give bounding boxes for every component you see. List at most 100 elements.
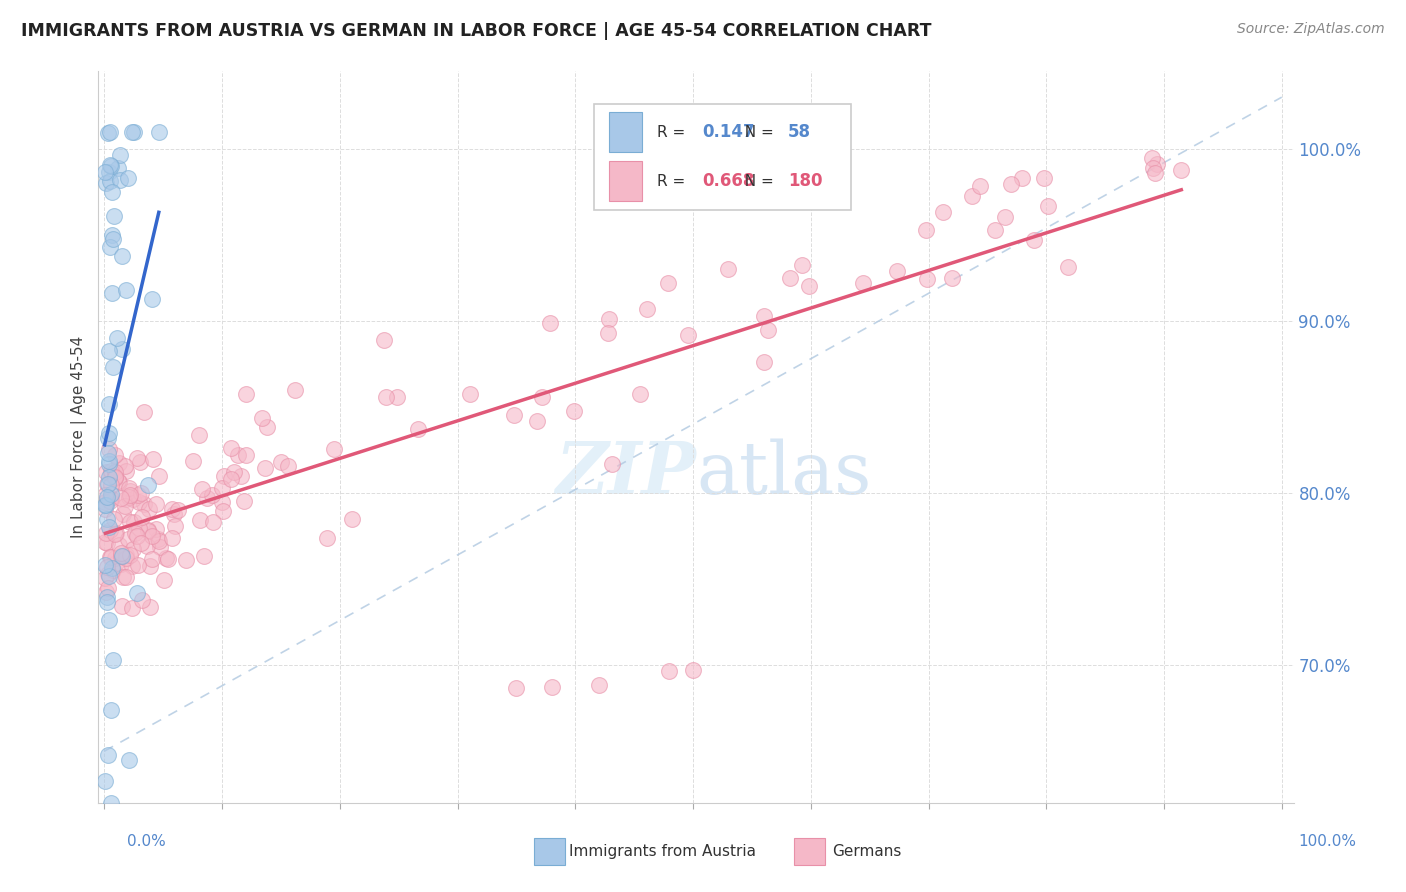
Point	[96, 477, 118, 491]
Point	[138, 478, 160, 492]
Point	[148, 125, 170, 139]
Point	[100, 797, 122, 811]
Point	[97, 454, 120, 468]
Point	[212, 469, 235, 483]
Point	[103, 653, 125, 667]
Point	[100, 550, 122, 565]
Point	[145, 522, 167, 536]
Point	[148, 468, 170, 483]
Point	[96, 465, 118, 479]
Point	[96, 591, 118, 605]
Point	[886, 264, 908, 278]
Point	[117, 753, 139, 767]
Point	[134, 404, 156, 418]
Point	[658, 664, 681, 678]
Point	[101, 232, 124, 246]
Point	[101, 563, 124, 577]
Point	[181, 454, 204, 468]
Point	[98, 491, 121, 505]
Point	[118, 491, 141, 505]
Text: 58: 58	[787, 123, 811, 141]
Point	[104, 527, 127, 541]
Point	[277, 458, 299, 473]
Point	[342, 511, 364, 525]
Point	[98, 240, 121, 254]
Point	[97, 165, 120, 179]
Point	[98, 613, 121, 627]
Point	[752, 355, 775, 369]
Text: R =: R =	[657, 125, 690, 139]
Point	[121, 558, 143, 573]
Point	[101, 359, 124, 374]
Point	[97, 445, 120, 459]
Point	[915, 272, 938, 286]
Point	[678, 327, 700, 342]
Text: 0.147: 0.147	[702, 123, 755, 141]
Point	[141, 292, 163, 306]
Point	[790, 258, 813, 272]
Point	[149, 540, 172, 554]
Point	[105, 331, 128, 345]
Point	[114, 570, 136, 584]
Point	[138, 524, 160, 538]
Point	[104, 470, 127, 484]
Text: 0.668: 0.668	[702, 172, 755, 190]
Point	[253, 461, 276, 475]
Point	[97, 862, 120, 876]
Point	[110, 147, 132, 161]
Point	[100, 228, 122, 243]
Point	[94, 164, 117, 178]
Point	[97, 431, 120, 445]
Point	[118, 488, 141, 502]
Point	[100, 158, 122, 172]
Point	[98, 470, 121, 484]
Point	[100, 702, 122, 716]
Point	[174, 553, 197, 567]
Point	[754, 310, 776, 324]
Point	[1144, 166, 1167, 180]
Point	[96, 512, 118, 526]
Point	[112, 570, 135, 584]
Point	[97, 569, 120, 583]
Point	[97, 747, 120, 762]
Point	[94, 495, 117, 509]
Point	[323, 442, 346, 457]
Point	[969, 179, 991, 194]
Point	[136, 539, 159, 553]
Point	[145, 497, 167, 511]
Point	[153, 573, 176, 587]
Point	[100, 174, 122, 188]
Point	[111, 342, 134, 356]
Point	[112, 507, 135, 521]
Point	[98, 549, 121, 564]
Point	[142, 452, 165, 467]
Point	[101, 185, 124, 199]
Point	[108, 172, 131, 186]
Point	[1011, 170, 1033, 185]
Point	[98, 343, 121, 358]
Point	[460, 387, 482, 401]
Point	[100, 464, 122, 478]
Point	[121, 542, 143, 557]
Point	[139, 559, 162, 574]
Point	[111, 249, 134, 263]
Point	[596, 326, 619, 340]
Point	[136, 523, 159, 537]
Point	[103, 471, 125, 485]
Point	[115, 548, 138, 562]
Point	[94, 558, 117, 572]
Point	[505, 681, 527, 695]
Point	[852, 276, 875, 290]
Point	[97, 397, 120, 411]
Point	[98, 494, 121, 508]
Point	[96, 594, 118, 608]
Point	[201, 515, 224, 529]
Point	[160, 531, 183, 545]
Point	[132, 497, 155, 511]
Point	[97, 126, 120, 140]
Point	[94, 584, 117, 599]
Point	[114, 464, 136, 478]
Point	[1146, 157, 1168, 171]
Point	[941, 270, 963, 285]
Point	[284, 384, 307, 398]
